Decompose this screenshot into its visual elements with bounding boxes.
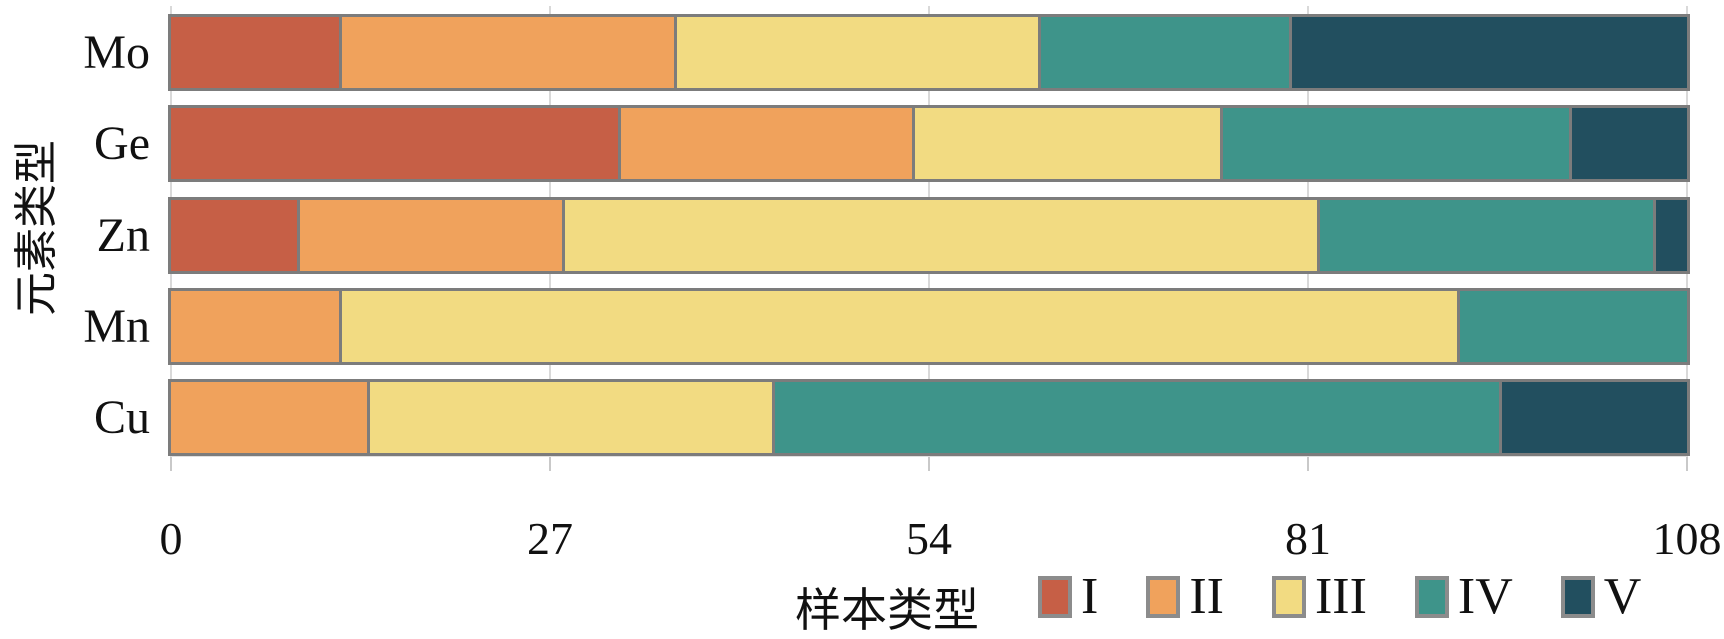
- bar-segment-Cu-III: [366, 382, 773, 453]
- legend-swatch-IV: [1414, 576, 1449, 618]
- x-axis-tick-label-54: 54: [906, 513, 952, 564]
- bar-segment-Zn-IV: [1317, 200, 1654, 271]
- legend-swatch-I: [1038, 576, 1072, 618]
- x-axis-tick-81: [1307, 457, 1309, 471]
- legend-item-IV: IV: [1414, 568, 1513, 625]
- legend-item-V: V: [1560, 568, 1642, 625]
- bar-segment-Mo-III: [674, 17, 1038, 88]
- bar-segment-Mn-IV: [1457, 291, 1687, 362]
- bar-segment-Cu-V: [1499, 382, 1687, 453]
- x-axis-tick-label-0: 0: [159, 513, 183, 564]
- legend-swatch-III: [1271, 576, 1306, 618]
- x-axis-line: [171, 456, 1687, 457]
- bar-segment-Cu-IV: [772, 382, 1500, 453]
- bar-row-Zn: [168, 197, 1690, 274]
- category-label-Mn: Mn: [83, 300, 150, 353]
- x-axis-tick-27: [549, 457, 551, 471]
- x-axis-tick-label-81: 81: [1285, 513, 1331, 564]
- category-label-Zn: Zn: [96, 209, 150, 262]
- bar-row-Ge: [168, 105, 1690, 182]
- bar-segment-Ge-II: [618, 108, 913, 179]
- bar-segment-Ge-IV: [1219, 108, 1570, 179]
- bar-segment-Ge-V: [1569, 108, 1687, 179]
- bar-segment-Ge-I: [171, 108, 619, 179]
- x-axis-tick-0: [170, 457, 172, 471]
- legend-label-III: III: [1314, 568, 1367, 625]
- x-axis-tick-54: [928, 457, 930, 471]
- category-label-Cu: Cu: [93, 391, 150, 444]
- bar-segment-Mo-V: [1289, 17, 1687, 88]
- bar-segment-Mo-I: [171, 17, 339, 88]
- bar-segment-Cu-II: [171, 382, 367, 453]
- bar-segment-Zn-II: [296, 200, 563, 271]
- bar-segment-Mn-II: [171, 291, 339, 362]
- bar-row-Mn: [168, 288, 1690, 365]
- bar-segment-Zn-III: [562, 200, 1318, 271]
- x-axis-tick-108: [1686, 457, 1688, 471]
- legend: I II III IV V: [1038, 566, 1641, 628]
- bar-segment-Zn-V: [1653, 200, 1687, 271]
- x-axis-tick-label-27: 27: [527, 513, 573, 564]
- legend-item-I: I: [1038, 571, 1098, 623]
- legend-label-II: II: [1189, 568, 1224, 625]
- legend-swatch-II: [1146, 576, 1181, 618]
- bar-segment-Ge-III: [912, 108, 1220, 179]
- bar-segment-Zn-I: [171, 200, 297, 271]
- legend-swatch-V: [1560, 576, 1595, 618]
- bar-segment-Mn-III: [338, 291, 1458, 362]
- legend-label-I: I: [1081, 568, 1099, 625]
- bar-row-Cu: [168, 379, 1690, 456]
- bar-segment-Mo-IV: [1037, 17, 1290, 88]
- bar-row-Mo: [168, 14, 1690, 91]
- legend-item-II: II: [1146, 571, 1224, 623]
- legend-label-V: V: [1603, 568, 1642, 625]
- x-axis-title: 样本类型: [795, 583, 979, 637]
- category-label-Ge: Ge: [94, 117, 150, 170]
- legend-item-III: III: [1271, 568, 1367, 625]
- legend-label-IV: IV: [1457, 568, 1513, 625]
- category-label-Mo: Mo: [83, 26, 150, 79]
- bar-segment-Mo-II: [338, 17, 675, 88]
- x-axis-tick-label-108: 108: [1652, 513, 1722, 564]
